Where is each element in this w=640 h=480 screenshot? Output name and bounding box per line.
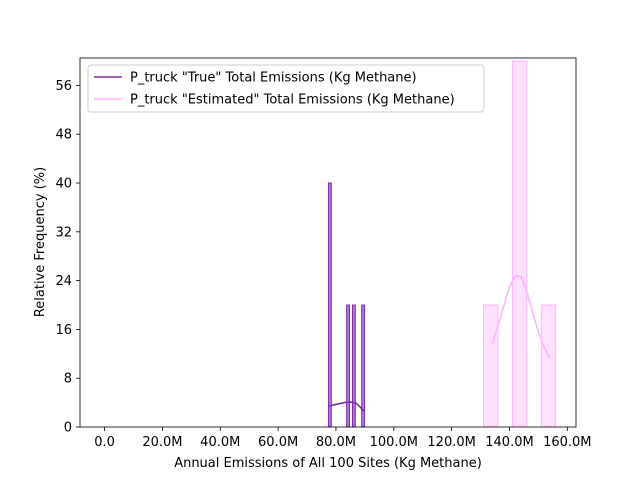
plot-area xyxy=(327,60,557,428)
y-axis: 0 8 16 24 32 40 48 56 xyxy=(55,79,80,436)
x-tick-label: 40.0M xyxy=(200,435,240,450)
kde-curve-s1 xyxy=(491,274,551,360)
histogram-bar-s0-b0 xyxy=(327,182,332,428)
legend-frame xyxy=(87,64,485,113)
y-axis-title: Relative Frequency (%) xyxy=(33,167,48,317)
x-axis-title: Annual Emissions of All 100 Sites (Kg Me… xyxy=(174,456,482,471)
legend-label-s1: P_truck "Estimated" Total Emissions (Kg … xyxy=(130,93,455,108)
y-tick-label: 16 xyxy=(55,323,72,338)
y-tick-label: 32 xyxy=(55,225,72,240)
legend: P_truck "True" Total Emissions (Kg Metha… xyxy=(87,64,485,113)
y-tick-label: 48 xyxy=(55,128,72,143)
x-tick-label: 80.0M xyxy=(316,435,356,450)
x-tick-label: 0.0 xyxy=(94,435,115,450)
histogram-bar-s0-b2 xyxy=(351,304,356,428)
x-axis: 0.0 20.0M 40.0M 60.0M 80.0M 100.0M 120.0M 140.0… xyxy=(94,427,592,450)
x-tick-label: 120.0M xyxy=(427,435,475,450)
x-tick-label: 140.0M xyxy=(485,435,533,450)
y-tick-label: 40 xyxy=(55,177,72,192)
y-tick-label: 56 xyxy=(55,79,72,94)
axes-frame xyxy=(79,57,577,428)
legend-label-s0: P_truck "True" Total Emissions (Kg Metha… xyxy=(130,71,417,86)
y-tick-label: 0 xyxy=(64,421,72,436)
y-tick-label: 8 xyxy=(64,372,72,387)
y-tick-label: 24 xyxy=(55,274,72,289)
x-tick-label: 160.0M xyxy=(543,435,591,450)
histogram-bar-s1-b0 xyxy=(482,304,499,428)
histogram-bar-s0-b1 xyxy=(346,304,351,428)
kde-curve-s0 xyxy=(328,401,365,412)
x-tick-label: 20.0M xyxy=(142,435,182,450)
histogram-bar-s1-b1 xyxy=(511,60,528,428)
x-tick-label: 100.0M xyxy=(370,435,418,450)
histogram-bar-s1-b2 xyxy=(540,304,557,428)
x-tick-label: 60.0M xyxy=(258,435,298,450)
